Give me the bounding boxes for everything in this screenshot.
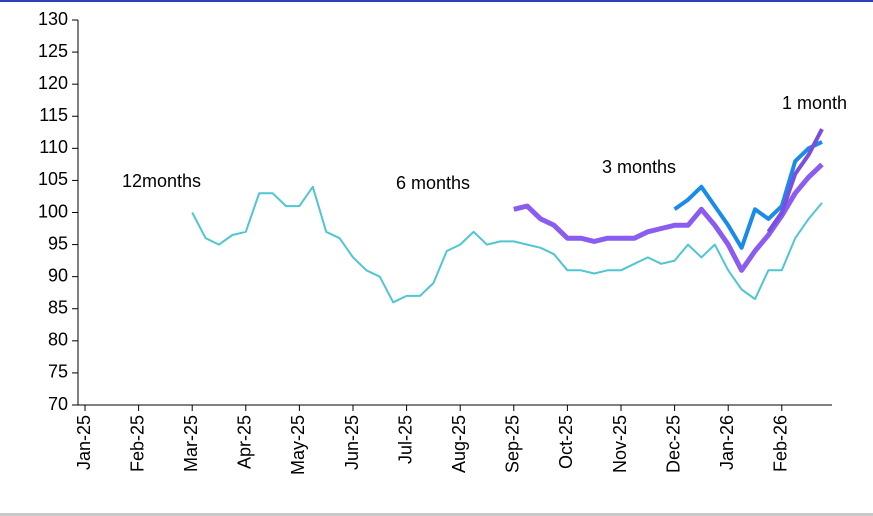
x-tick-label: Jul-25 [395, 415, 415, 464]
x-tick-label: Jun-25 [342, 415, 362, 470]
series-line [191, 185, 823, 304]
y-tick-label: 125 [38, 41, 68, 61]
y-tick-label: 130 [38, 9, 68, 29]
bottom-border [0, 513, 873, 516]
x-tick-label: Feb-26 [771, 415, 791, 472]
x-tick-label: Dec-25 [663, 415, 683, 473]
x-tick-label: Sep-25 [503, 415, 523, 473]
x-tick-label: Feb-25 [127, 415, 147, 472]
y-tick-label: 75 [48, 362, 68, 382]
y-tick-label: 105 [38, 169, 68, 189]
x-tick-label: Nov-25 [610, 415, 630, 473]
series-label: 1 month [782, 93, 847, 113]
x-tick-label: Aug-25 [449, 415, 469, 473]
y-tick-label: 110 [39, 137, 68, 157]
series-label: 3 months [602, 157, 676, 177]
y-tick-label: 70 [48, 394, 68, 414]
y-tick-label: 80 [48, 330, 68, 350]
series-label: 6 months [396, 173, 470, 193]
series-line [513, 162, 824, 273]
y-tick-label: 100 [38, 201, 68, 221]
series-label: 12months [122, 171, 201, 191]
x-tick-label: Mar-25 [181, 415, 201, 472]
x-tick-label: Jan-26 [717, 415, 737, 470]
series-line [673, 140, 823, 250]
y-tick-label: 90 [48, 265, 68, 285]
x-tick-label: Oct-25 [556, 415, 576, 469]
y-tick-label: 95 [48, 233, 68, 253]
x-tick-label: May-25 [288, 415, 308, 475]
x-tick-label: Apr-25 [235, 415, 255, 469]
y-tick-label: 85 [48, 298, 68, 318]
x-tick-label: Jan-25 [74, 415, 94, 470]
y-tick-label: 120 [38, 73, 68, 93]
top-border [0, 0, 873, 2]
series-line [766, 128, 824, 233]
y-tick-label: 115 [39, 105, 68, 125]
